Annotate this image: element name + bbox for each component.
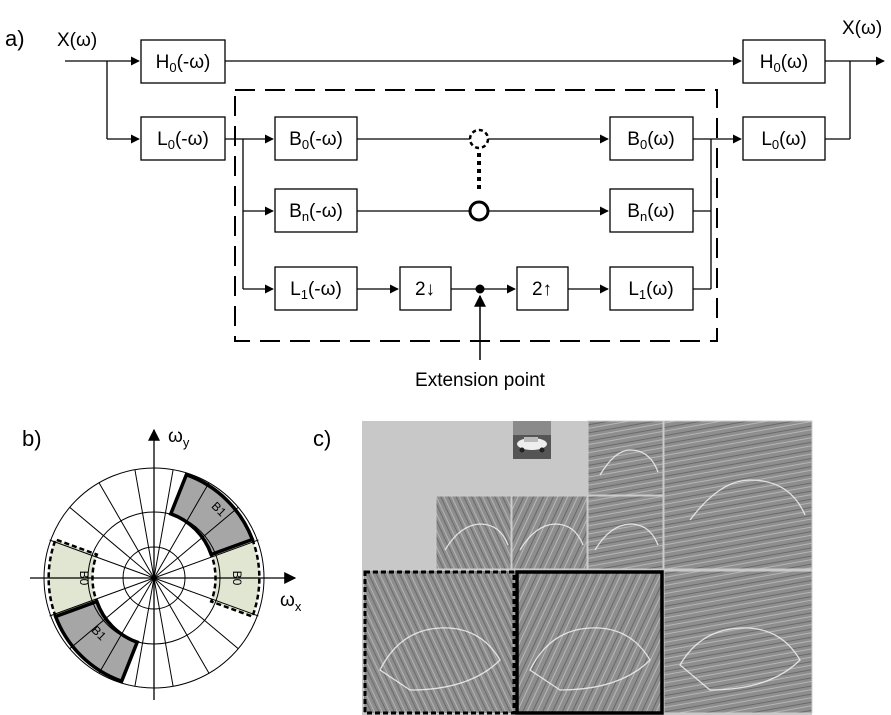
signal-wires — [65, 56, 885, 294]
svg-text:L1(-ω): L1(-ω) — [290, 279, 342, 302]
downsample-block: 2↓ — [399, 266, 452, 311]
filter-B0-synthesis: B0(ω) — [609, 116, 694, 161]
filter-Bn-analysis: Bn(-ω) — [274, 188, 358, 233]
svg-text:Bn(-ω): Bn(-ω) — [289, 201, 343, 224]
panel-c-label: c) — [313, 426, 331, 451]
svg-text:Bn(ω): Bn(ω) — [627, 201, 674, 224]
car-edge-outlines — [379, 449, 806, 691]
filter-B0-analysis: B0(-ω) — [274, 116, 358, 161]
subband-level1-right-top — [663, 420, 813, 570]
upsample-block: 2↑ — [516, 266, 569, 311]
band0-node-dashed — [468, 128, 490, 150]
panel-c-pyramid-subbands: c) — [313, 420, 813, 715]
B0-subband-dashed-frame — [363, 570, 516, 715]
band-B1-upper-sector — [170, 474, 253, 555]
svg-text:B0(ω): B0(ω) — [627, 129, 674, 152]
extension-point-label: Extension point — [415, 370, 546, 391]
subband-level2-c — [587, 495, 664, 570]
lowpass-residual-thumbnail — [513, 421, 551, 459]
svg-text:L0(ω): L0(ω) — [761, 129, 806, 152]
band-B1-lower-sector — [55, 601, 138, 682]
panel-b-label: b) — [22, 426, 42, 451]
recursion-dashed-frame — [234, 89, 718, 342]
subband-B1-highlighted-solid — [517, 571, 662, 713]
svg-text:H0(ω): H0(ω) — [760, 52, 808, 75]
extension-point-dot — [475, 284, 485, 294]
filter-Bn-synthesis: Bn(ω) — [609, 188, 694, 233]
omega-x-label: ωx — [280, 590, 302, 614]
svg-text:L1(ω): L1(ω) — [628, 279, 673, 302]
bandn-node — [468, 200, 490, 222]
band-B0-left-label: B0 — [77, 571, 91, 586]
omega-y-label: ωy — [168, 426, 190, 450]
filter-L0-analysis: L0(-ω) — [140, 116, 226, 161]
subband-level2-b — [511, 495, 588, 570]
subband-level2-a — [435, 495, 512, 570]
panel-b-frequency-plane: b) ωy ωx B1 B1 — [22, 426, 302, 700]
svg-text:2↓: 2↓ — [415, 279, 435, 300]
B1-subband-solid-frame — [515, 570, 664, 715]
panel-a-label: a) — [5, 26, 25, 51]
subband-level3-a — [587, 420, 664, 496]
svg-text:H0(-ω): H0(-ω) — [156, 52, 211, 75]
filter-L0-synthesis: L0(ω) — [742, 116, 826, 161]
panel-a-block-diagram: a) X(ω) X(ω) — [5, 18, 885, 391]
band-B0-right-label: B0 — [230, 571, 244, 586]
filter-H0-synthesis: H0(ω) — [742, 39, 826, 84]
filter-L1-analysis: L1(-ω) — [274, 266, 358, 311]
output-signal-label: X(ω) — [842, 18, 882, 39]
svg-text:B0(-ω): B0(-ω) — [289, 129, 343, 152]
input-signal-label: X(ω) — [57, 30, 97, 51]
filter-H0-analysis: H0(-ω) — [140, 39, 226, 84]
svg-text:L0(-ω): L0(-ω) — [157, 129, 209, 152]
subband-B0-highlighted-dashed — [364, 571, 515, 713]
subband-level1-right-bottom — [663, 570, 813, 714]
svg-text:2↑: 2↑ — [532, 279, 552, 300]
filter-L1-synthesis: L1(ω) — [609, 266, 694, 311]
